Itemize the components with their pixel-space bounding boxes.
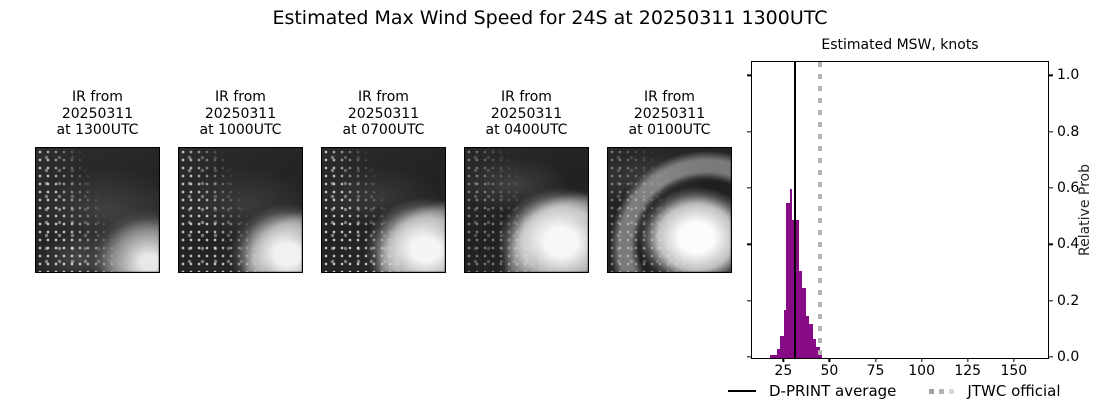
- histogram-bar: [812, 339, 817, 358]
- jtwc-official-vline: [818, 62, 823, 358]
- x-tick-label: 125: [954, 363, 982, 379]
- histogram-title: Estimated MSW, knots: [821, 37, 979, 53]
- cloud-texture: [465, 148, 588, 272]
- histogram-bar: [809, 324, 813, 358]
- ir-satellite-image-1300utc: [35, 147, 160, 273]
- y-axis-label: Relative Prob: [1077, 163, 1093, 256]
- histogram-bar: [816, 347, 820, 358]
- cloud-texture: [608, 148, 731, 272]
- legend-label-dprint-average: D-PRINT average: [769, 382, 897, 400]
- histogram-bar: [786, 203, 790, 358]
- y-tick-label: 1.0: [1057, 67, 1080, 84]
- dprint-average-line-swatch: [728, 389, 756, 393]
- jtwc-official-dotted-swatch: [929, 388, 955, 394]
- histogram-bar: [789, 188, 793, 358]
- y-tick-label: 0.0: [1057, 349, 1080, 365]
- y-tick-mark-left: [747, 299, 751, 302]
- cloud-speckles: [608, 148, 731, 272]
- ir-caption-0400utc: IR from 20250311 at 0400UTC: [485, 89, 568, 139]
- y-tick-label: 0.4: [1057, 236, 1080, 253]
- y-tick-mark-left: [747, 243, 751, 245]
- y-tick-mark-right: [1049, 356, 1053, 358]
- x-tick-label: 150: [1000, 363, 1028, 379]
- y-tick-label: 0.6: [1057, 179, 1080, 196]
- ir-caption-0700utc: IR from 20250311 at 0700UTC: [342, 89, 425, 139]
- legend: D-PRINT average JTWC official: [728, 382, 1061, 400]
- histogram-bar: [777, 348, 781, 358]
- ir-caption-0100utc: IR from 20250311 at 0100UTC: [628, 89, 711, 139]
- x-tick-mark: [874, 358, 877, 362]
- y-tick-mark-left: [747, 130, 751, 133]
- y-tick-label: 0.8: [1057, 123, 1080, 140]
- ir-satellite-image-0400utc: [464, 147, 589, 273]
- y-tick-mark-right: [1049, 187, 1053, 189]
- ir-caption-1000utc: IR from 20250311 at 1000UTC: [199, 89, 282, 139]
- x-tick-label: 50: [820, 363, 839, 379]
- y-tick-mark-left: [747, 74, 751, 76]
- ir-satellite-image-0100utc: [607, 147, 732, 273]
- cloud-speckles: [322, 148, 445, 272]
- dprint-average-vline: [794, 62, 797, 358]
- y-tick-mark-right: [1049, 299, 1053, 302]
- x-tick-mark: [828, 358, 831, 362]
- ir-satellite-image-0700utc: [321, 147, 446, 273]
- cloud-speckles: [179, 148, 302, 272]
- figure-title: Estimated Max Wind Speed for 24S at 2025…: [272, 7, 828, 29]
- cloud-speckles: [36, 148, 159, 272]
- ir-satellite-image-1000utc: [178, 147, 303, 273]
- x-tick-label: 25: [774, 363, 793, 379]
- x-tick-mark: [920, 358, 923, 362]
- y-tick-mark-left: [747, 356, 751, 358]
- x-tick-mark: [967, 358, 969, 362]
- histogram-bar: [783, 310, 787, 358]
- x-tick-label: 75: [866, 363, 885, 379]
- ir-caption-1300utc: IR from 20250311 at 1300UTC: [56, 89, 139, 139]
- histogram-bars-layer: 25 50 75 100 125 150 0.0 0.2 0.4 0.6 0.8 1.0: [747, 62, 1079, 379]
- x-tick-mark: [782, 358, 784, 362]
- y-tick-label: 0.2: [1057, 292, 1080, 309]
- y-tick-mark-right: [1049, 74, 1053, 76]
- y-tick-mark-right: [1049, 243, 1053, 245]
- x-tick-label: 100: [908, 363, 935, 379]
- histogram-plot-area: 25 50 75 100 125 150 0.0 0.2 0.4 0.6 0.8 1.0: [747, 61, 1079, 379]
- histogram-bar: [805, 315, 810, 358]
- y-tick-mark-left: [747, 187, 751, 189]
- histogram-bar: [770, 354, 778, 358]
- histogram-bar: [780, 336, 784, 358]
- legend-label-jtwc-official: JTWC official: [967, 382, 1061, 400]
- histogram-bar: [802, 287, 806, 358]
- y-tick-mark-right: [1049, 130, 1053, 133]
- histogram-bar: [798, 270, 803, 358]
- x-tick-mark: [1013, 358, 1015, 362]
- cloud-speckles: [465, 148, 588, 272]
